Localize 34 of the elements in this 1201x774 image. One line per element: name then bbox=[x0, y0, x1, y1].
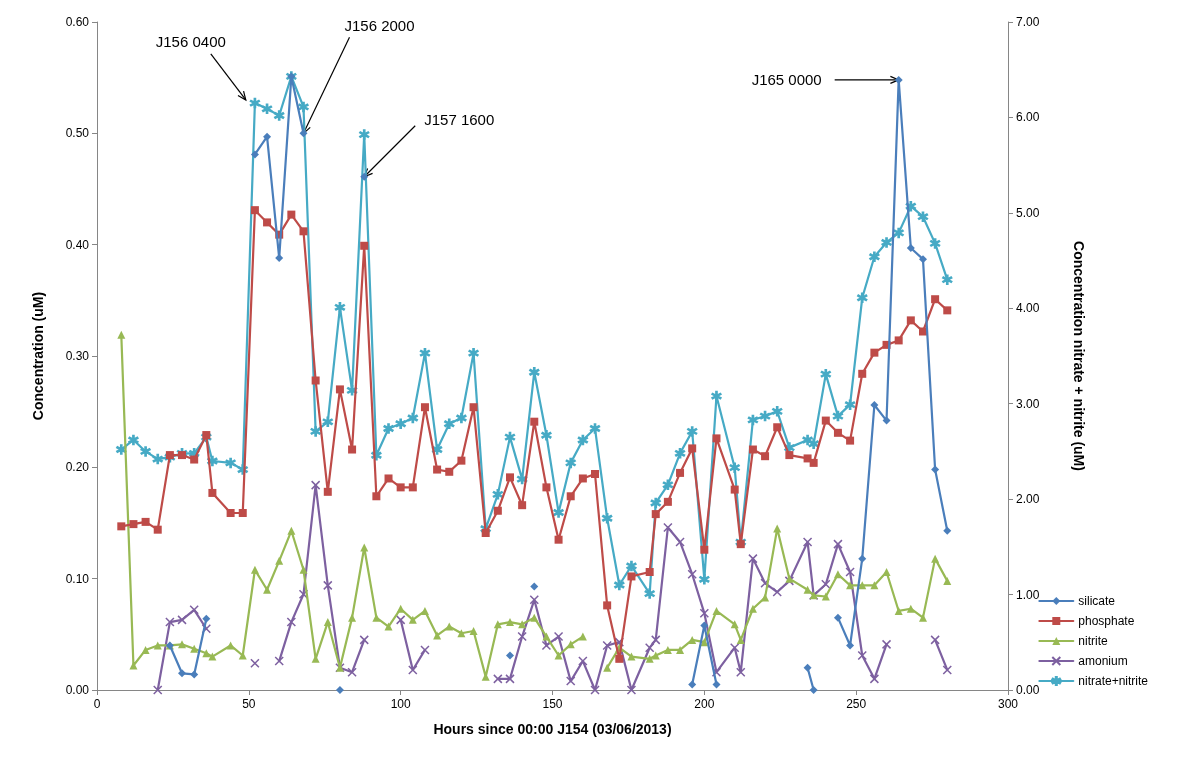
y2-tick-label: 1.00 bbox=[1016, 587, 1040, 602]
x-tick-label: 50 bbox=[242, 697, 256, 711]
x-tick-label: 300 bbox=[997, 697, 1019, 711]
x-tick-label: 0 bbox=[93, 697, 101, 711]
annotation: J156 2000 bbox=[344, 16, 415, 34]
y2-tick-label: 4.00 bbox=[1016, 301, 1040, 316]
x-tick-label: 100 bbox=[390, 697, 411, 711]
x-tick-label: 200 bbox=[694, 697, 715, 711]
y-tick-label: 0.00 bbox=[65, 683, 90, 697]
y-tick-label: 0.40 bbox=[65, 237, 90, 252]
legend-label: amonium bbox=[1078, 654, 1128, 668]
legend-label: phosphate bbox=[1078, 614, 1135, 628]
annotation: J165 0000 bbox=[751, 71, 822, 89]
y2-tick-label: 7.00 bbox=[1016, 15, 1040, 29]
x-tick-label: 150 bbox=[542, 697, 563, 711]
x-tick-label: 250 bbox=[846, 697, 867, 711]
y-tick-label: 0.10 bbox=[65, 571, 90, 586]
y2-tick-label: 5.00 bbox=[1016, 205, 1040, 220]
legend-label: silicate bbox=[1078, 594, 1116, 608]
x-axis-title: Hours since 00:00 J154 (03/06/2013) bbox=[433, 721, 672, 737]
y-tick-label: 0.30 bbox=[65, 349, 90, 363]
y2-axis-title: Concentration nitrate + nitrite (uM) bbox=[1071, 241, 1087, 471]
y-tick-label: 0.20 bbox=[65, 460, 90, 475]
y-axis-title: Concentration (uM) bbox=[30, 291, 46, 421]
legend-label: nitrite bbox=[1078, 634, 1108, 648]
y2-tick-label: 2.00 bbox=[1016, 492, 1040, 507]
y-tick-label: 0.60 bbox=[65, 15, 90, 29]
y2-tick-label: 6.00 bbox=[1016, 110, 1040, 125]
y-tick-label: 0.50 bbox=[65, 126, 90, 141]
y2-tick-label: 3.00 bbox=[1016, 396, 1040, 411]
annotation: J157 1600 bbox=[424, 111, 495, 129]
annotation: J156 0400 bbox=[155, 33, 226, 51]
y2-tick-label: 0.00 bbox=[1016, 683, 1040, 697]
legend-label: nitrate+nitrite bbox=[1078, 674, 1149, 688]
